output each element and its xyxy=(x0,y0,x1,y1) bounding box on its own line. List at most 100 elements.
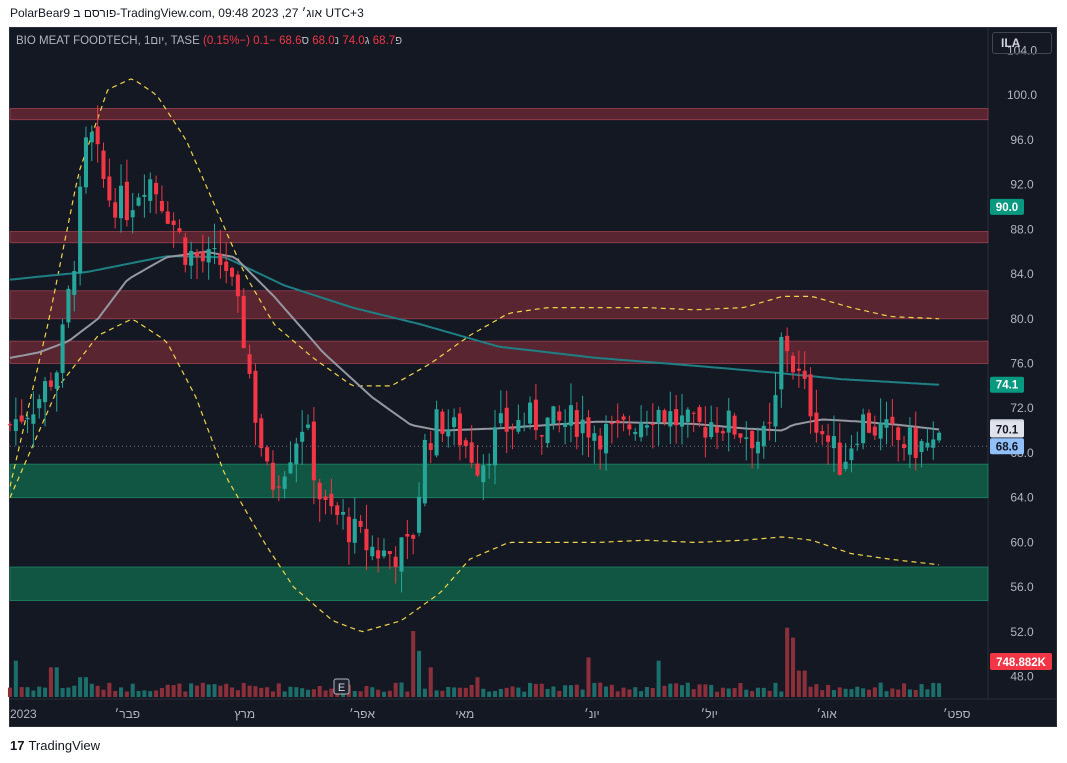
volume-bar xyxy=(136,690,141,697)
candle-body xyxy=(539,435,544,437)
candle-body xyxy=(376,550,381,559)
volume-bar xyxy=(843,688,848,697)
earnings-marker-icon[interactable] xyxy=(333,678,350,695)
volume-bar xyxy=(154,690,159,697)
low-label: נ xyxy=(334,35,340,47)
volume-bar xyxy=(627,689,632,697)
chart-panel[interactable] xyxy=(9,27,1057,727)
volume-bar xyxy=(650,687,655,697)
candle-body xyxy=(709,422,714,438)
x-tick-label: ספט׳ xyxy=(943,707,971,721)
candle-body xyxy=(159,200,164,212)
candle-body xyxy=(691,412,696,414)
candle-body xyxy=(563,423,568,427)
volume-bar xyxy=(621,687,626,697)
y-tick-label: 56.0 xyxy=(1010,580,1034,594)
price-axis: 104.0100.096.092.088.084.080.076.072.068… xyxy=(1007,43,1037,683)
tradingview-footer: 17 TradingView xyxy=(10,738,100,753)
volume-bar xyxy=(557,690,562,697)
volume-bar xyxy=(194,685,200,697)
candle-body xyxy=(154,182,159,195)
volume-bar xyxy=(884,691,889,697)
volume-bar xyxy=(54,667,59,697)
volume-bar xyxy=(878,682,883,697)
candle-body xyxy=(370,546,375,557)
envelope-upper-line xyxy=(9,78,940,487)
volume-bar xyxy=(633,687,638,697)
envelope-lines xyxy=(9,78,940,633)
volume-bar xyxy=(609,684,614,697)
x-tick-label: יונ׳ xyxy=(584,707,600,721)
candle-body xyxy=(726,410,731,433)
candle-body xyxy=(393,556,398,568)
volume-bar xyxy=(294,687,299,697)
volume-bar xyxy=(19,687,24,697)
candle-body xyxy=(124,181,129,221)
volume-bar xyxy=(925,689,930,697)
y-tick-label: 96.0 xyxy=(1010,133,1034,147)
volume-bar xyxy=(779,691,784,697)
candle-body xyxy=(796,368,801,371)
candle-body xyxy=(434,409,439,456)
support-zone xyxy=(9,463,989,499)
y-tick-label: 52.0 xyxy=(1010,625,1034,639)
candle-body xyxy=(130,210,135,218)
volume-bar xyxy=(13,660,18,697)
candle-body xyxy=(913,427,918,458)
candle-body xyxy=(551,406,556,425)
candle-body xyxy=(732,415,737,435)
volume-bar xyxy=(492,690,498,697)
candle-body xyxy=(83,137,88,188)
volume-bar xyxy=(282,691,287,697)
candle-body xyxy=(224,261,229,271)
candle-body xyxy=(674,409,679,426)
candle-body xyxy=(463,440,468,447)
candle-body xyxy=(457,413,462,446)
x-tick-label: אפר׳ xyxy=(349,707,375,721)
candle-body xyxy=(118,185,124,219)
candle-body xyxy=(276,486,281,488)
volume-bar xyxy=(247,685,252,697)
volume-bar xyxy=(428,667,433,697)
volume-bar xyxy=(872,687,877,697)
candle-body xyxy=(136,197,141,206)
volume-bar xyxy=(820,690,825,697)
candle-body xyxy=(346,516,351,543)
volume-bar xyxy=(177,683,182,697)
candle-body xyxy=(440,411,445,434)
volume-bar xyxy=(107,682,112,697)
volume-bar xyxy=(866,689,872,697)
candle-body xyxy=(925,442,930,448)
volume-bar xyxy=(639,691,644,697)
candle-body xyxy=(720,431,725,434)
volume-bar xyxy=(183,691,188,697)
candle-body xyxy=(194,252,200,257)
volume-bar xyxy=(703,684,708,697)
candle-body xyxy=(574,410,579,437)
candle-body xyxy=(761,425,766,447)
volume-bar xyxy=(393,682,398,697)
y-tick-label: 80.0 xyxy=(1010,312,1034,326)
volume-bar xyxy=(855,686,860,697)
price-badge-label: 70.1 xyxy=(996,424,1019,436)
candle-body xyxy=(48,380,53,387)
brand-name: TradingView xyxy=(28,738,101,753)
candle-body xyxy=(598,435,603,450)
candle-body xyxy=(317,482,322,500)
y-tick-label: 84.0 xyxy=(1010,267,1034,281)
candle-body xyxy=(603,423,609,454)
candle-body xyxy=(37,399,42,409)
volume-bar xyxy=(376,689,381,697)
currency-button[interactable]: ILA xyxy=(992,32,1052,54)
candle-body xyxy=(855,443,860,445)
y-tick-label: 88.0 xyxy=(1010,222,1034,236)
volume-bar xyxy=(387,690,392,697)
candle-body xyxy=(633,431,638,435)
volume-bar xyxy=(563,685,568,697)
candle-body xyxy=(399,537,404,572)
candle-body xyxy=(247,354,252,374)
volume-bar xyxy=(7,687,13,697)
volume-bar xyxy=(785,627,790,697)
